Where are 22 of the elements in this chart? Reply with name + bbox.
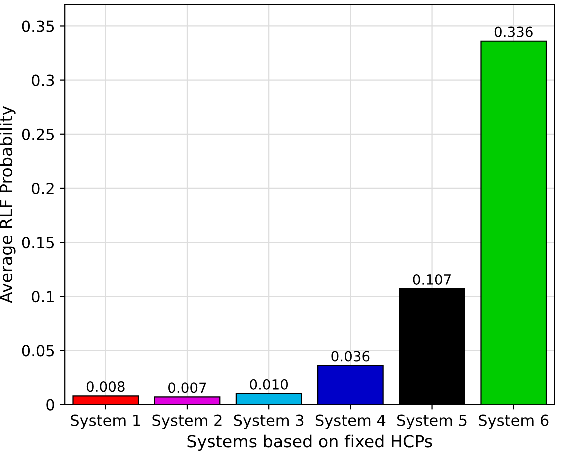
y-tick-label: 0.2	[32, 182, 54, 194]
x-tick-label: System 1	[71, 414, 140, 430]
data-label: 0.036	[332, 351, 370, 362]
x-tick-label: System 5	[398, 414, 467, 430]
x-tick-label: System 2	[152, 414, 222, 430]
y-tick-label: 0.15	[22, 237, 54, 249]
y-tick-label: 0.3	[32, 74, 54, 86]
x-axis-title: Systems based on fixed HCPs	[188, 434, 432, 451]
data-label: 0.010	[250, 379, 288, 390]
x-tick-label: System 6	[479, 414, 549, 430]
y-tick-label: 0.25	[22, 128, 54, 140]
x-tick-label: System 3	[234, 414, 304, 430]
data-label: 0.107	[413, 274, 451, 285]
y-tick-label: 0	[46, 399, 54, 411]
data-label: 0.008	[86, 382, 125, 392]
data-label: 0.007	[168, 382, 206, 394]
y-tick-label: 0.1	[32, 291, 54, 303]
x-tick-label: System 4	[316, 414, 386, 430]
data-label: 0.336	[494, 26, 533, 38]
y-tick-label: 0.35	[22, 20, 54, 32]
y-tick-label: 0.05	[22, 345, 54, 357]
y-axis-title: Average RLF Probability	[0, 106, 16, 304]
